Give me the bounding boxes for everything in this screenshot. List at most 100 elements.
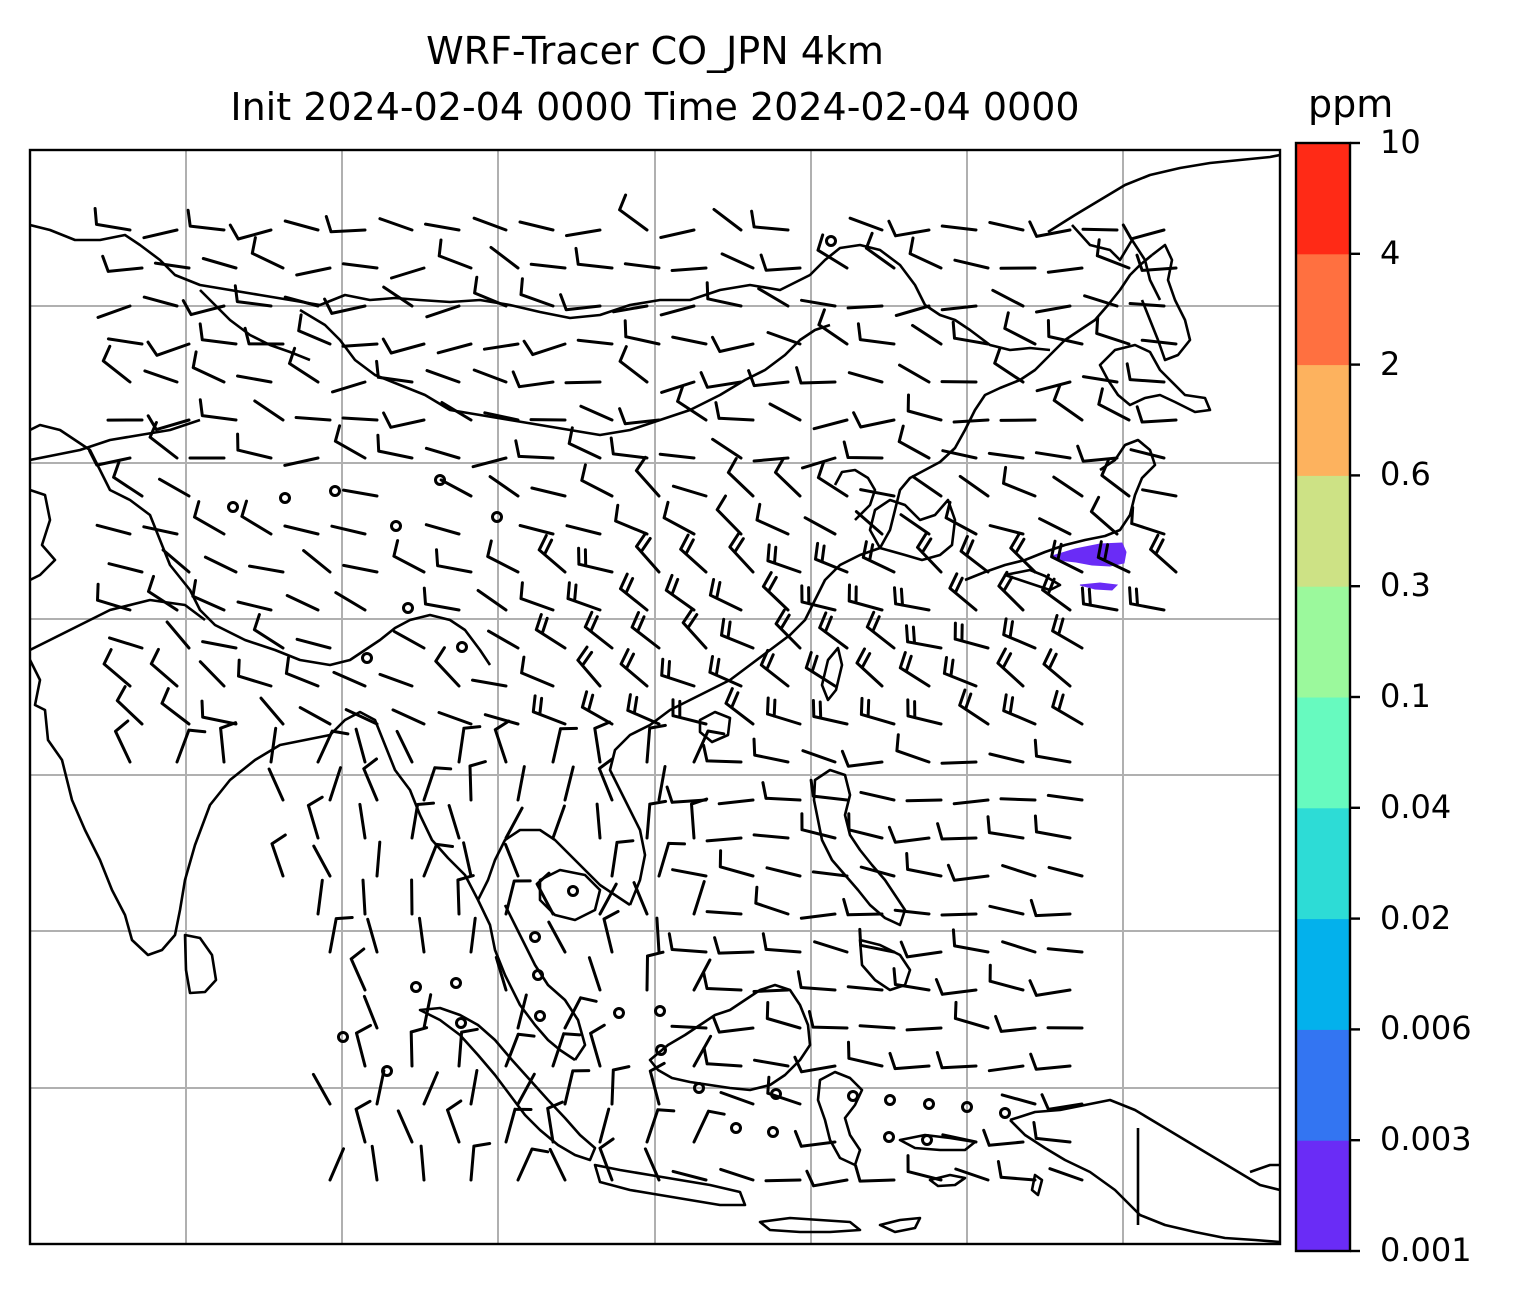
wind-barb [618,345,649,384]
wind-barb [1141,488,1178,498]
wind-barb [112,460,144,498]
wind-barb [483,411,520,422]
wind-barb [892,967,931,992]
wind-barb [1052,383,1084,422]
wind-barb [711,437,743,460]
wind-barb [476,589,508,612]
colorbar-band [1296,475,1350,587]
wind-barb [774,608,802,650]
wind-barb [699,371,743,389]
wind-barb [958,688,990,726]
wind-barb [564,380,602,385]
wind-barb [419,1144,426,1182]
wind-barb [324,215,367,234]
wind-barb [859,865,896,878]
wind-barb [1029,1052,1072,1071]
wind-barb [1076,444,1119,463]
wind-barb [1032,1121,1072,1144]
calm-wind-circle [532,969,544,981]
wind-barb [800,812,837,840]
wind-barb [659,228,696,239]
wind-barb [1046,947,1084,954]
wind-barb [657,841,686,878]
wind-barb [563,996,598,1030]
wind-barb [858,1024,896,1030]
calm-wind-circle [337,1031,349,1043]
wind-barb [799,912,837,920]
colorbar-tick-label: 4 [1380,233,1401,272]
wind-barb [988,904,1025,916]
wind-barb [342,563,379,574]
wind-barb [692,1034,713,1068]
wind-barb [752,737,790,764]
wind-barb [705,910,743,916]
wind-barb [580,463,614,498]
wind-barb [765,866,802,878]
wind-barb [1046,266,1084,274]
wind-barb [812,418,849,431]
wind-barb [854,510,884,536]
wind-barb [1028,220,1072,238]
wind-barb [422,586,461,612]
wind-barb [846,985,884,992]
wind-barb [941,449,978,460]
wind-barb [1009,532,1037,574]
wind-barb [1001,864,1037,878]
wind-barb [519,277,555,308]
colorbar-band [1296,1029,1350,1141]
wind-barb [295,637,332,650]
wind-barb [906,1154,943,1182]
wind-barb [1081,375,1119,384]
wind-barb [598,882,618,916]
wind-barb [755,502,790,536]
wind-barb [341,262,379,270]
wind-barb [632,881,649,916]
wind-barb [757,287,790,308]
wind-barb [88,449,132,467]
wind-barb [331,380,367,394]
wind-barb [330,524,367,536]
wind-barb [719,1091,755,1106]
wind-barb [142,228,179,240]
calm-wind-circle [455,1017,467,1029]
wind-barb [422,993,433,1030]
wind-barb [565,228,602,238]
wind-barb [236,600,273,612]
wind-barb [719,1167,755,1182]
wind-barb [714,401,755,422]
wind-barb [865,610,896,650]
wind-barb [897,424,931,460]
wind-barb [994,1014,1037,1033]
wind-barb [893,586,931,612]
wind-barb [283,524,320,536]
wind-barb [1048,1167,1084,1182]
wind-barb [201,640,238,650]
wind-barb [645,799,668,840]
wind-barb [1083,294,1119,308]
wind-barb [702,743,743,764]
wind-barb [898,363,931,384]
wind-barb [905,852,943,878]
wind-barb [530,486,567,498]
wind-barb [842,440,884,460]
calm-wind-circle [456,641,468,653]
wind-barb [747,369,790,388]
wind-barb [283,219,320,232]
wind-barb [333,424,367,460]
wind-barb [859,790,896,802]
wind-barb [147,574,179,612]
wind-barb [518,524,555,536]
wind-barb [987,451,1025,460]
wind-barb [887,825,931,844]
wind-barb [285,594,320,612]
colorbar-band [1296,697,1350,809]
colorbar-tick-label: 0.02 [1380,898,1452,937]
wind-barb [953,621,990,650]
wind-barb [958,474,990,498]
wind-barb [796,970,837,992]
wind-barb [520,655,555,688]
wind-barb [1033,738,1072,764]
wind-barb [816,460,849,498]
calm-wind-circle [410,981,422,993]
wind-barb [563,1069,591,1106]
